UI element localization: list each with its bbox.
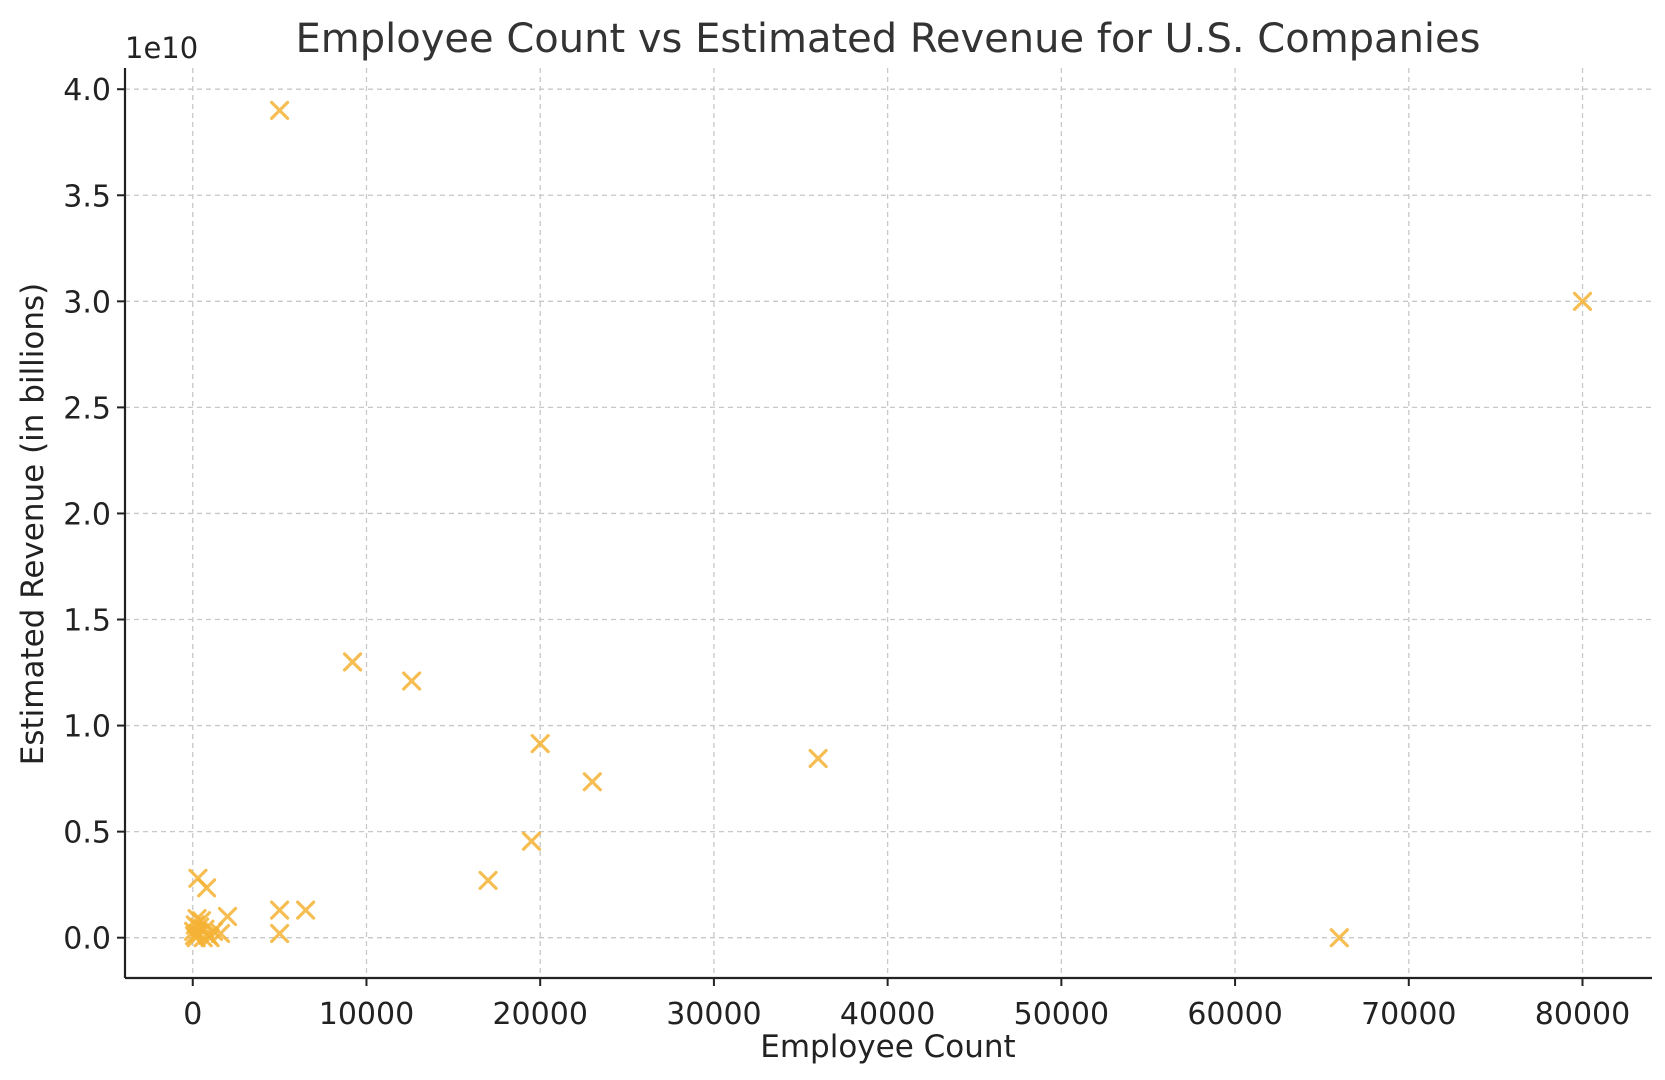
y-tick-label: 0.0 (63, 922, 111, 957)
data-point (270, 923, 290, 944)
data-point (187, 909, 207, 929)
data-points (184, 100, 1593, 948)
x-axis-ticks: 0 10000 20000 30000 40000 50000 60000 70000 8000… (183, 978, 1630, 1032)
data-point (1329, 928, 1349, 948)
x-tick-label: 20000 (492, 997, 587, 1032)
grid (125, 68, 1652, 978)
y-tick-label: 2.0 (63, 497, 111, 532)
x-tick-label: 50000 (1014, 997, 1109, 1032)
data-point (193, 928, 213, 948)
x-tick-label: 10000 (319, 997, 414, 1032)
y-tick-label: 3.0 (63, 285, 111, 320)
data-point (270, 900, 290, 920)
data-point (185, 915, 205, 935)
axes (123, 68, 1652, 980)
x-tick-label: 80000 (1535, 997, 1630, 1032)
data-point (808, 748, 828, 769)
y-tick-label: 4.0 (63, 73, 111, 108)
y-tick-label: 0.5 (63, 816, 111, 851)
data-point (270, 100, 290, 121)
data-point (197, 878, 217, 898)
y-tick-label: 1.5 (63, 604, 111, 639)
data-point (1572, 291, 1593, 311)
x-tick-label: 30000 (666, 997, 761, 1032)
chart-title: Employee Count vs Estimated Revenue for … (296, 16, 1481, 62)
data-point (217, 906, 238, 927)
data-point (342, 652, 363, 672)
x-tick-label: 60000 (1187, 997, 1282, 1032)
y-tick-label: 2.5 (63, 391, 111, 426)
y-tick-label: 3.5 (63, 179, 111, 214)
x-tick-label: 0 (183, 997, 202, 1032)
x-axis-label: Employee Count (760, 1029, 1015, 1065)
y-axis-ticks: 0.0 0.5 1.0 1.5 2.0 2.5 3.0 3.5 4.0 (63, 73, 125, 957)
data-point (582, 772, 602, 792)
y-axis-label: Estimated Revenue (in billions) (15, 283, 51, 766)
data-point (296, 900, 316, 920)
y-tick-label: 1.0 (63, 710, 111, 745)
data-point (478, 870, 498, 891)
data-point (530, 734, 550, 754)
y-offset-label: 1e10 (125, 31, 198, 65)
data-point (521, 831, 542, 851)
data-point (402, 671, 422, 691)
x-tick-label: 40000 (840, 997, 935, 1032)
x-tick-label: 70000 (1361, 997, 1456, 1032)
